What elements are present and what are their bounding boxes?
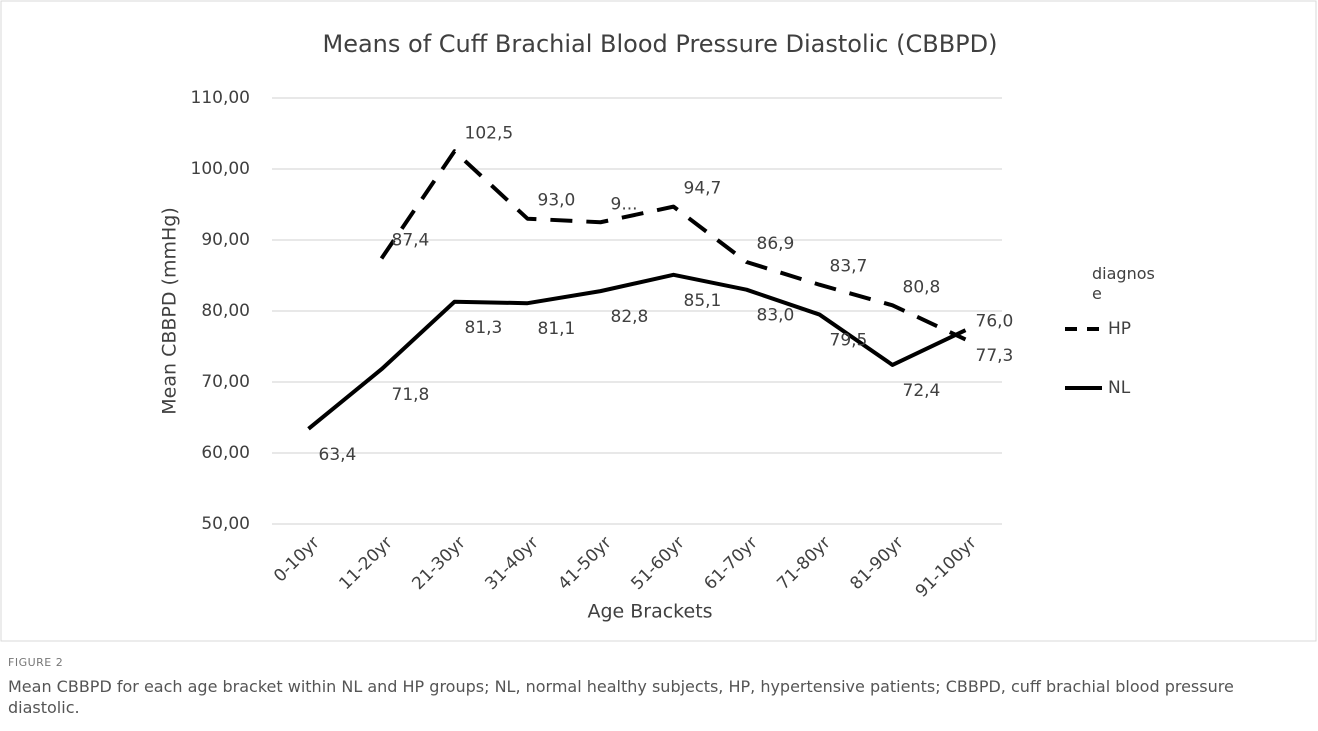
data-label: 81,1 xyxy=(538,319,576,339)
data-label: 102,5 xyxy=(465,123,514,143)
x-tick-label: 51-60yr xyxy=(627,533,688,594)
x-tick-label: 11-20yr xyxy=(335,533,396,594)
legend-title: diagnose xyxy=(1092,264,1155,303)
data-label: 77,3 xyxy=(976,346,1014,366)
data-label: 87,4 xyxy=(392,230,430,250)
y-tick-label: 100,00 xyxy=(191,159,250,179)
data-label: 76,0 xyxy=(976,311,1014,331)
data-label: 72,4 xyxy=(903,381,941,401)
y-tick-label: 80,00 xyxy=(201,301,250,321)
figure-caption: Mean CBBPD for each age bracket within N… xyxy=(8,677,1234,717)
x-axis-title: Age Brackets xyxy=(587,601,712,623)
x-tick-label: 91-100yr xyxy=(912,533,981,602)
x-tick-label: 31-40yr xyxy=(481,533,542,594)
y-tick-label: 60,00 xyxy=(201,443,250,463)
data-label: 94,7 xyxy=(684,179,722,199)
data-label: 83,0 xyxy=(757,306,795,326)
figure-label: FIGURE 2 xyxy=(8,656,64,669)
data-label: 82,8 xyxy=(611,307,649,327)
data-label: 81,3 xyxy=(465,318,503,338)
line-hp xyxy=(379,149,967,342)
data-label: 63,4 xyxy=(319,445,357,465)
y-tick-label: 50,00 xyxy=(201,514,250,534)
x-tick-label: 61-70yr xyxy=(700,533,761,594)
y-tick-label: 70,00 xyxy=(201,372,250,392)
legend-label: HP xyxy=(1108,319,1131,339)
y-axis-title: Mean CBBPD (mmHg) xyxy=(159,207,181,414)
x-tick-label: 21-30yr xyxy=(408,533,469,594)
x-tick-label: 71-80yr xyxy=(773,533,834,594)
chart-title: Means of Cuff Brachial Blood Pressure Di… xyxy=(323,30,998,58)
data-label: 80,8 xyxy=(903,277,941,297)
x-tick-label: 81-90yr xyxy=(846,533,907,594)
x-tick-label: 0-10yr xyxy=(270,533,323,586)
data-label: 83,7 xyxy=(830,257,868,277)
line-nl xyxy=(307,272,967,431)
data-label: 93,0 xyxy=(538,191,576,211)
data-label: 9... xyxy=(611,194,638,214)
data-label: 86,9 xyxy=(757,234,795,254)
chart-frame xyxy=(0,0,1317,642)
chart: Means of Cuff Brachial Blood Pressure Di… xyxy=(0,0,1317,642)
y-tick-label: 110,00 xyxy=(191,88,250,108)
x-tick-label: 41-50yr xyxy=(554,533,615,594)
legend-label: NL xyxy=(1108,378,1131,398)
data-label: 71,8 xyxy=(392,385,430,405)
data-label: 85,1 xyxy=(684,291,722,311)
data-label: 79,5 xyxy=(830,331,868,351)
y-tick-label: 90,00 xyxy=(201,230,250,250)
